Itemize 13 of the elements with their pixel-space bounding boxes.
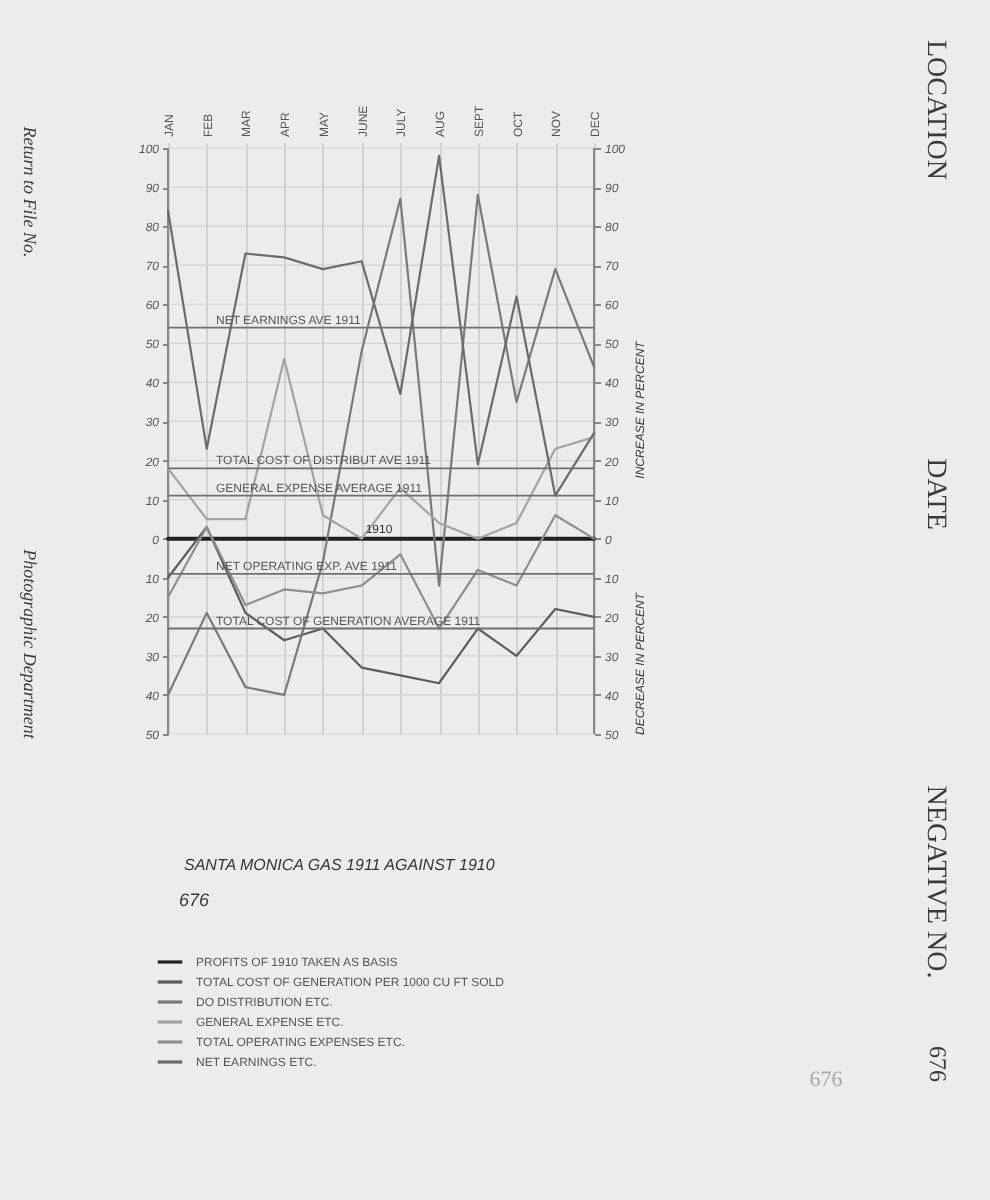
text: NEGATIVE NO. — [920, 785, 950, 979]
line-series — [166, 154, 596, 497]
text: Photographic Department — [20, 547, 40, 740]
text: Return to File No. — [20, 124, 40, 258]
text: 676 — [178, 890, 210, 910]
text: LOCATION — [920, 40, 950, 180]
line-series — [166, 193, 596, 697]
line-series — [166, 525, 596, 685]
text: DATE — [920, 458, 950, 530]
text: 676 — [809, 1068, 844, 1092]
line-series — [166, 357, 596, 540]
text: 676 — [924, 1046, 952, 1082]
text: SANTA MONICA GAS 1911 AGAINST 1910 — [184, 856, 496, 874]
